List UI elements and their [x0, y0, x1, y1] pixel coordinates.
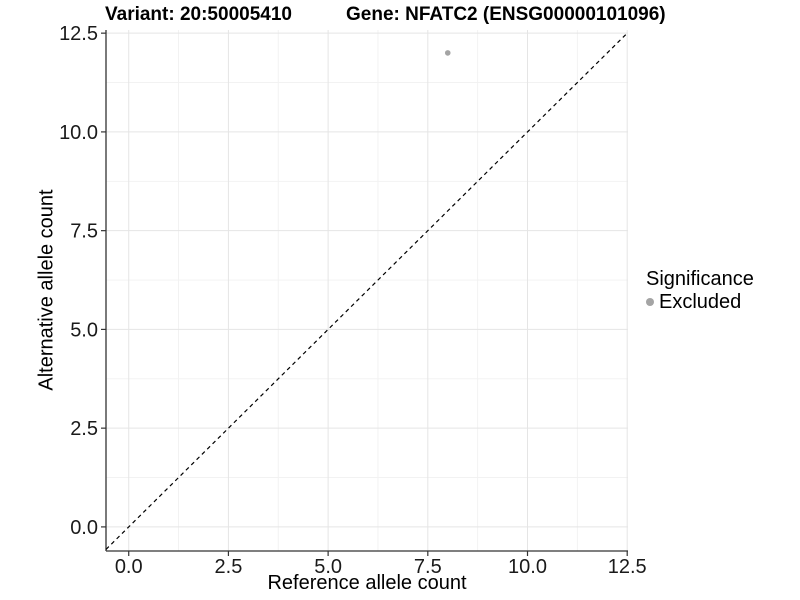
- x-tick-label: 2.5: [215, 556, 243, 578]
- legend-title: Significance: [646, 268, 754, 290]
- identity-reference-line: [105, 31, 629, 550]
- legend-entry-label: Excluded: [659, 291, 742, 313]
- x-tick-label: 5.0: [314, 556, 342, 578]
- y-tick-label: 12.5: [59, 23, 98, 45]
- x-tick-label: 7.5: [414, 556, 442, 578]
- legend: Significance Excluded: [646, 268, 754, 313]
- y-tick-label: 5.0: [70, 319, 98, 341]
- y-tick-label: 10.0: [59, 122, 98, 144]
- y-tick-label: 2.5: [70, 418, 98, 440]
- y-tick-label: 0.0: [70, 517, 98, 539]
- x-tick-label: 10.0: [508, 556, 547, 578]
- y-tick-label: 7.5: [70, 221, 98, 243]
- legend-key-dot: [646, 298, 654, 306]
- x-tick-label: 0.0: [115, 556, 143, 578]
- data-point: [444, 50, 451, 56]
- x-tick-label: 12.5: [608, 556, 647, 578]
- x-axis-title: Reference allele count: [267, 572, 467, 594]
- variant-title: Variant: 20:50005410: [105, 4, 292, 25]
- legend-entries: Excluded: [646, 291, 754, 313]
- legend-entry: Excluded: [646, 291, 754, 313]
- gene-title: Gene: NFATC2 (ENSG00000101096): [346, 4, 666, 25]
